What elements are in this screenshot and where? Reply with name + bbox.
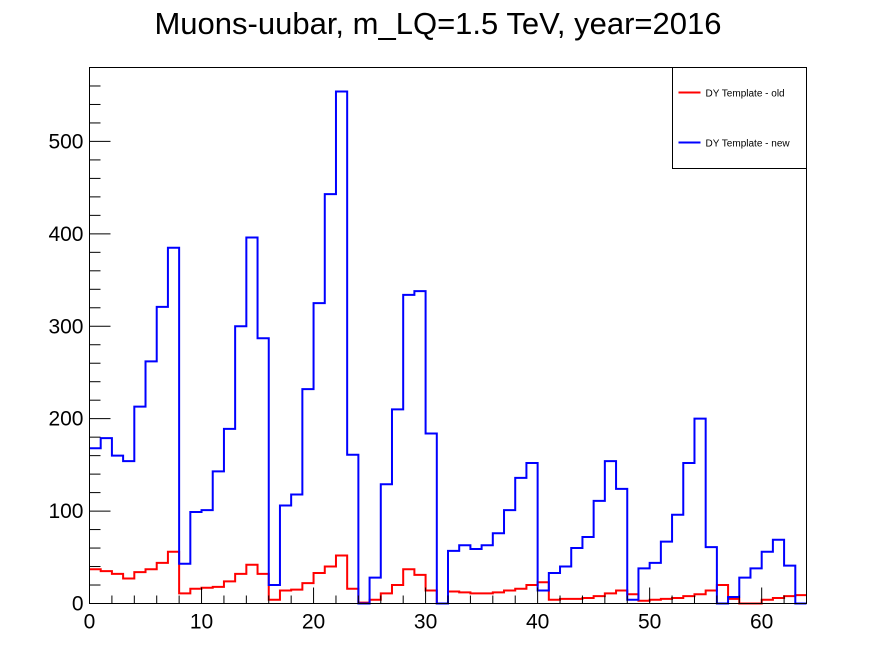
y-tick-label: 200 <box>48 408 83 431</box>
y-tick-label: 400 <box>48 223 83 246</box>
axes-layer: 0 10 20 30 40 50 60 0 100 200 300 400 500 <box>48 67 807 634</box>
x-tick-label: 30 <box>414 611 437 634</box>
x-tick-label: 0 <box>84 611 96 634</box>
y-tick-label: 300 <box>48 315 83 338</box>
legend-label-2: DY Template - new <box>706 139 791 150</box>
legend: DY Template - old DY Template - new <box>672 67 807 169</box>
x-tick-label: 20 <box>302 611 325 634</box>
y-tick-label: 0 <box>72 593 84 616</box>
legend-label-1: DY Template - old <box>706 89 785 100</box>
y-tick-label: 100 <box>48 500 83 523</box>
x-tick-label: 50 <box>638 611 661 634</box>
y-tick-label: 500 <box>48 130 83 153</box>
series-line-2 <box>89 90 807 605</box>
x-tick-label: 40 <box>526 611 549 634</box>
legend-box <box>672 67 807 169</box>
chart-title: Muons-uubar, m_LQ=1.5 TeV, year=2016 <box>154 6 722 41</box>
x-tick-label: 10 <box>190 611 213 634</box>
x-tick-label: 60 <box>750 611 773 634</box>
